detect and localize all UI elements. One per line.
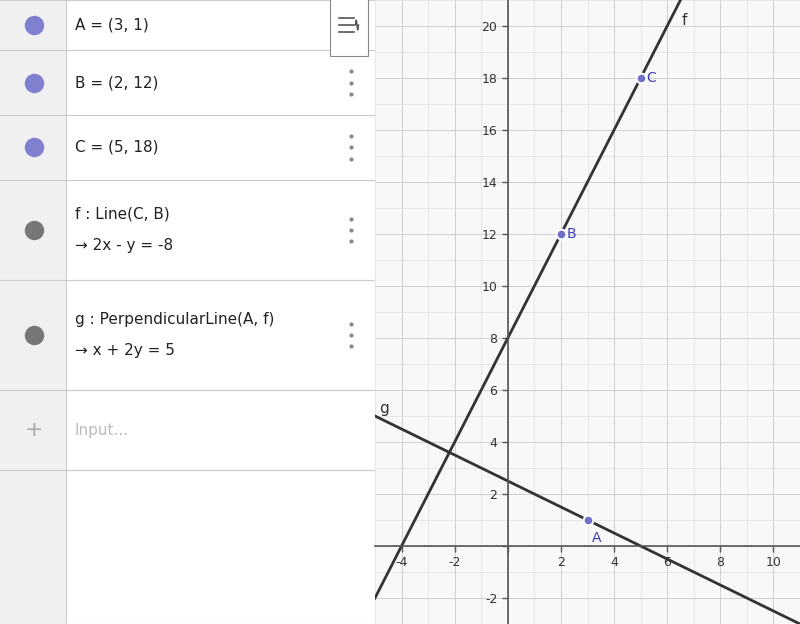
Text: +: + (25, 420, 43, 440)
FancyBboxPatch shape (330, 0, 367, 56)
Text: A: A (592, 531, 602, 545)
FancyBboxPatch shape (66, 0, 375, 50)
Text: → 2x - y = -8: → 2x - y = -8 (75, 238, 173, 253)
Text: f: f (682, 13, 687, 28)
Text: g: g (379, 401, 389, 416)
Text: g : PerpendicularLine(A, f): g : PerpendicularLine(A, f) (75, 312, 274, 327)
FancyBboxPatch shape (66, 390, 375, 470)
FancyBboxPatch shape (66, 280, 375, 390)
Text: → x + 2y = 5: → x + 2y = 5 (75, 343, 175, 358)
Text: Input...: Input... (75, 422, 129, 437)
FancyBboxPatch shape (66, 115, 375, 180)
Text: A = (3, 1): A = (3, 1) (75, 17, 149, 32)
Text: C = (5, 18): C = (5, 18) (75, 140, 158, 155)
Text: C: C (646, 71, 656, 85)
FancyBboxPatch shape (66, 470, 375, 624)
FancyBboxPatch shape (66, 180, 375, 280)
FancyBboxPatch shape (66, 50, 375, 115)
Text: f : Line(C, B): f : Line(C, B) (75, 207, 170, 222)
Text: B: B (566, 227, 577, 241)
Text: B = (2, 12): B = (2, 12) (75, 75, 158, 90)
